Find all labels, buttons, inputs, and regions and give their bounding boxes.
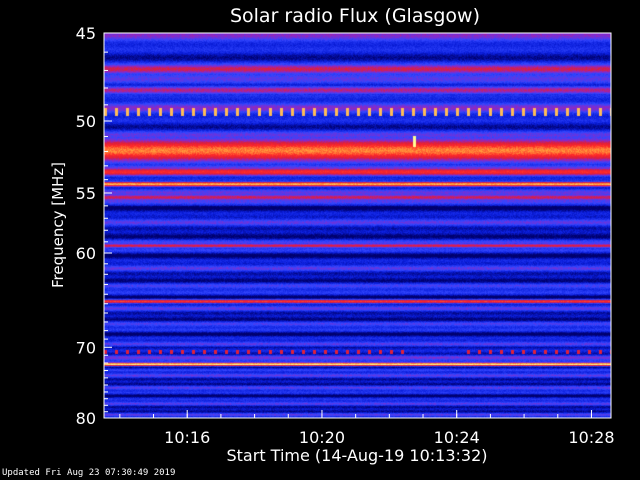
y-axis-label: Frequency [MHz] — [49, 162, 67, 288]
y-axis: 45 50 55 60 70 80 — [76, 24, 112, 428]
y-tick-label: 70 — [76, 338, 96, 357]
x-tick-label: 10:28 — [568, 428, 614, 447]
x-tick-label: 10:16 — [164, 428, 210, 447]
y-tick-label: 80 — [76, 409, 96, 428]
y-tick-label: 50 — [76, 112, 96, 131]
x-axis-label: Start Time (14-Aug-19 10:13:32) — [227, 446, 488, 465]
y-tick-label: 45 — [76, 24, 96, 43]
y-tick-label: 60 — [76, 244, 96, 263]
x-tick-label: 10:24 — [434, 428, 480, 447]
plot-border — [103, 32, 612, 419]
chart-title: Solar radio Flux (Glasgow) — [230, 5, 480, 27]
y-tick-label: 55 — [76, 184, 96, 203]
update-timestamp: Updated Fri Aug 23 07:30:49 2019 — [2, 468, 176, 478]
x-axis: 10:16 10:20 10:24 10:28 — [119, 410, 615, 447]
spectrogram-image — [104, 33, 611, 418]
x-tick-label: 10:20 — [299, 428, 345, 447]
